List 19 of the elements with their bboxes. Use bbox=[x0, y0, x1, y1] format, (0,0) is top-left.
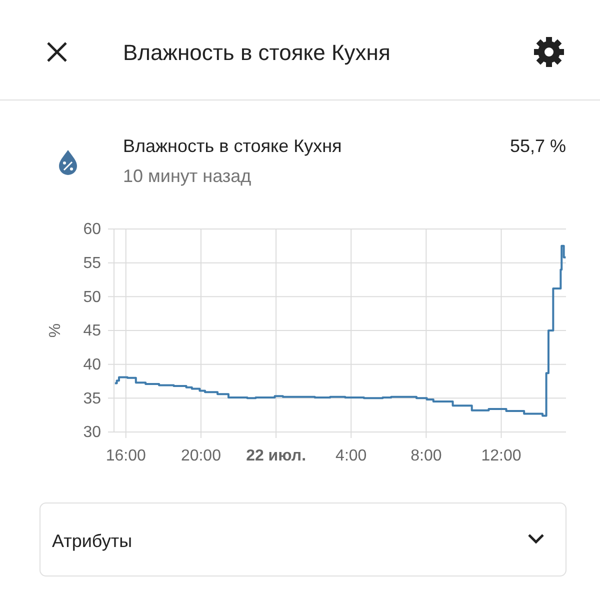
y-tick-label: 55 bbox=[83, 254, 102, 272]
x-tick-label: 4:00 bbox=[336, 447, 367, 464]
text: Влажность в стояке Кухня bbox=[123, 136, 342, 156]
y-tick-label: 30 bbox=[83, 424, 102, 442]
x-tick-label: 12:00 bbox=[481, 447, 522, 464]
x-tick-label: 16:00 bbox=[106, 447, 146, 464]
y-tick-label: 60 bbox=[83, 221, 102, 238]
y-tick-label: 40 bbox=[83, 356, 102, 374]
y-axis-title: % bbox=[47, 323, 64, 338]
y-tick-label: 45 bbox=[83, 322, 102, 340]
x-tick-label: 20:00 bbox=[180, 447, 222, 464]
x-tick-label: 22 июл. bbox=[246, 447, 306, 464]
chart-title: Влажность в стояке Кухня bbox=[123, 40, 390, 65]
x-tick-label: 8:00 bbox=[410, 447, 442, 464]
y-tick-label: 50 bbox=[83, 288, 102, 306]
text: 55,7 % bbox=[510, 136, 566, 156]
y-tick-label: 35 bbox=[83, 390, 102, 408]
text: Атрибуты bbox=[52, 531, 132, 551]
text: 10 минут назад bbox=[123, 166, 252, 186]
